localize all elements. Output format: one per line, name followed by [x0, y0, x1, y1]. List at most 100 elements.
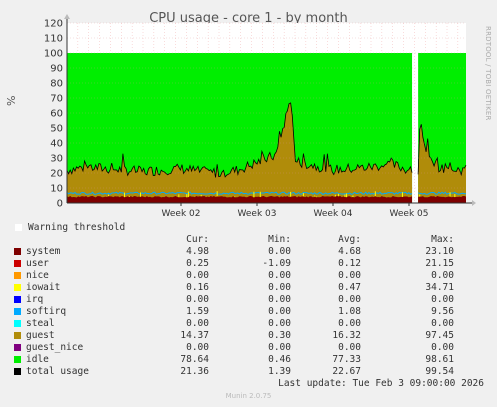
legend-value-avg: 0.12: [338, 258, 361, 269]
legend-value-max: 0.00: [431, 318, 454, 329]
legend-value-min: 0.00: [268, 294, 291, 305]
warning-label: Warning threshold: [28, 222, 126, 233]
legend-series-name: guest: [26, 330, 55, 341]
softirq-line: [417, 191, 467, 195]
legend-swatch: [14, 332, 21, 339]
legend-value-avg: 0.47: [338, 282, 361, 293]
legend-value-avg: 1.08: [338, 306, 361, 317]
legend-value-max: 34.71: [425, 282, 454, 293]
y-tick-label: 60: [50, 109, 63, 120]
y-tick-label: 30: [50, 154, 63, 165]
legend-value-max: 0.00: [431, 294, 454, 305]
legend-row-steal: steal 0.00 0.00 0.00 0.00: [0, 318, 497, 330]
legend-value-cur: 14.37: [180, 330, 209, 341]
legend-swatch: [14, 344, 21, 351]
legend-swatch: [14, 284, 21, 291]
y-axis-arrow: [64, 14, 70, 19]
legend-swatch: [14, 296, 21, 303]
legend-series-name: softirq: [26, 306, 67, 317]
legend-swatch: [14, 272, 21, 279]
legend-swatch: [14, 356, 21, 363]
legend-value-avg: 4.68: [338, 246, 361, 257]
y-tick-label: 20: [50, 169, 63, 180]
legend-value-min: 0.00: [268, 306, 291, 317]
legend-series-name: iowait: [26, 282, 61, 293]
y-tick-label: 80: [50, 79, 63, 90]
legend-value-max: 97.45: [425, 330, 454, 341]
legend-value-avg: 0.00: [338, 342, 361, 353]
legend-value-cur: 0.25: [186, 258, 209, 269]
legend-row-total-usage: total usage 21.36 1.39 22.67 99.54: [0, 366, 497, 378]
legend-value-avg: 16.32: [332, 330, 361, 341]
legend-column-header: Cur:: [186, 234, 209, 245]
legend-column-header: Min:: [268, 234, 291, 245]
legend-row-user: user 0.25 -1.09 0.12 21.15: [0, 258, 497, 270]
legend-value-avg: 77.33: [332, 354, 361, 365]
legend-series-name: system: [26, 246, 61, 257]
legend-swatch: [14, 260, 21, 267]
legend-value-max: 21.15: [425, 258, 454, 269]
legend-series-name: idle: [26, 354, 49, 365]
legend-value-max: 0.00: [431, 342, 454, 353]
legend-swatch: [14, 368, 21, 375]
total-usage-line: [417, 124, 467, 177]
legend-value-cur: 21.36: [180, 366, 209, 377]
legend-series-name: steal: [26, 318, 55, 329]
legend-series-name: nice: [26, 270, 49, 281]
legend-swatch: [14, 320, 21, 327]
legend-value-avg: 22.67: [332, 366, 361, 377]
legend-row-nice: nice 0.00 0.00 0.00 0.00: [0, 270, 497, 282]
guest-area: [418, 124, 466, 203]
guest-area: [67, 103, 413, 203]
legend-column-header: Max:: [431, 234, 454, 245]
munin-version: Munin 2.0.75: [225, 392, 272, 400]
y-tick-label: 100: [44, 49, 63, 60]
legend-value-max: 99.54: [425, 366, 454, 377]
legend-value-max: 0.00: [431, 270, 454, 281]
legend-swatch: [14, 248, 21, 255]
x-tick-label: Week 02: [162, 209, 201, 219]
legend-value-min: 0.46: [268, 354, 291, 365]
legend-row-softirq: softirq 1.59 0.00 1.08 9.56: [0, 306, 497, 318]
legend-series-name: total usage: [26, 366, 89, 377]
legend-row-iowait: iowait 0.16 0.00 0.47 34.71: [0, 282, 497, 294]
legend-value-avg: 0.00: [338, 318, 361, 329]
legend-value-cur: 0.00: [186, 318, 209, 329]
legend-series-name: irq: [26, 294, 44, 305]
legend-swatch: [14, 308, 21, 315]
warning-swatch: [15, 224, 22, 231]
legend-value-min: 0.00: [268, 270, 291, 281]
warning-threshold-legend: Warning threshold: [15, 222, 125, 233]
legend-value-min: 0.00: [268, 318, 291, 329]
legend-value-min: 0.00: [268, 246, 291, 257]
legend-value-max: 98.61: [425, 354, 454, 365]
legend-row-guest: guest 14.37 0.30 16.32 97.45: [0, 330, 497, 342]
legend-value-min: 0.00: [268, 282, 291, 293]
y-tick-label: 110: [44, 34, 63, 45]
legend-value-cur: 0.00: [186, 342, 209, 353]
legend-value-max: 9.56: [431, 306, 454, 317]
system-area: [67, 195, 413, 203]
legend-series-name: user: [26, 258, 49, 269]
legend-value-cur: 1.59: [186, 306, 209, 317]
x-tick-label: Week 03: [238, 209, 277, 219]
y-tick-label: 120: [44, 19, 63, 30]
legend-value-min: 0.00: [268, 342, 291, 353]
y-tick-label: 40: [50, 139, 63, 150]
legend-value-min: 1.39: [268, 366, 291, 377]
legend-value-avg: 0.00: [338, 294, 361, 305]
legend-row-guest-nice: guest_nice 0.00 0.00 0.00 0.00: [0, 342, 497, 354]
legend-row-idle: idle 78.64 0.46 77.33 98.61: [0, 354, 497, 366]
legend-value-min: -1.09: [262, 258, 291, 269]
legend-value-min: 0.30: [268, 330, 291, 341]
legend-value-cur: 0.00: [186, 294, 209, 305]
legend-value-cur: 0.00: [186, 270, 209, 281]
cpu-usage-chart: 0 10 20 30 40 50 60 70 80 90 100 110 120 Week 02 Week …: [44, 14, 476, 219]
x-axis-arrow: [472, 200, 476, 206]
legend-value-max: 23.10: [425, 246, 454, 257]
legend-value-avg: 0.00: [338, 270, 361, 281]
y-tick-label: 10: [50, 184, 63, 195]
total-usage-line: [66, 102, 413, 178]
y-tick-label: 90: [50, 64, 63, 75]
